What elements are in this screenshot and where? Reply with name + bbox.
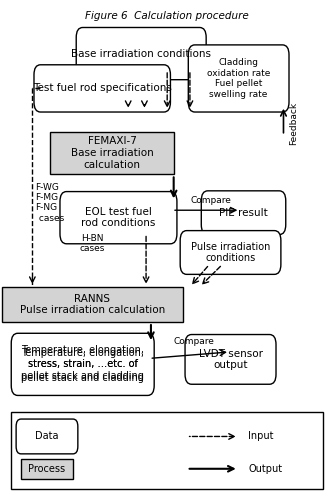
- Text: Feedback: Feedback: [289, 102, 298, 145]
- Text: Compare: Compare: [191, 196, 231, 205]
- Text: Compare: Compare: [174, 337, 214, 346]
- FancyBboxPatch shape: [180, 230, 281, 274]
- Text: Temperature, elongation,
stress, strain, …etc. of
pellet stack and cladding: Temperature, elongation, stress, strain,…: [21, 348, 144, 381]
- Text: Base irradiation conditions: Base irradiation conditions: [71, 48, 211, 58]
- FancyBboxPatch shape: [76, 28, 206, 80]
- Text: Pulse irradiation
conditions: Pulse irradiation conditions: [191, 242, 270, 264]
- Text: Figure 6  Calculation procedure: Figure 6 Calculation procedure: [85, 12, 249, 22]
- Text: Test fuel rod specifications: Test fuel rod specifications: [33, 84, 172, 94]
- Text: stress, strain, …etc. of: stress, strain, …etc. of: [28, 360, 138, 370]
- FancyBboxPatch shape: [60, 192, 177, 244]
- Text: Output: Output: [248, 464, 283, 474]
- Text: FEMAXI-7
Base irradiation
calculation: FEMAXI-7 Base irradiation calculation: [71, 136, 153, 170]
- FancyBboxPatch shape: [185, 334, 276, 384]
- FancyBboxPatch shape: [11, 334, 154, 396]
- Text: Temperature, elongation,: Temperature, elongation,: [21, 346, 144, 356]
- FancyBboxPatch shape: [188, 45, 289, 112]
- FancyBboxPatch shape: [50, 132, 174, 174]
- Text: F-WG
F-MG
F-NG
 cases: F-WG F-MG F-NG cases: [36, 182, 64, 223]
- Text: Input: Input: [248, 432, 274, 442]
- Text: LVDT sensor
output: LVDT sensor output: [199, 348, 262, 370]
- Text: RANNS
Pulse irradiation calculation: RANNS Pulse irradiation calculation: [20, 294, 165, 316]
- FancyBboxPatch shape: [16, 419, 78, 454]
- Text: Cladding
oxidation rate
Fuel pellet
swelling rate: Cladding oxidation rate Fuel pellet swel…: [207, 58, 270, 98]
- FancyBboxPatch shape: [201, 191, 286, 234]
- Text: pellet stack and cladding: pellet stack and cladding: [21, 374, 144, 384]
- FancyBboxPatch shape: [21, 459, 73, 478]
- FancyBboxPatch shape: [2, 288, 183, 322]
- Text: EOL test fuel
rod conditions: EOL test fuel rod conditions: [81, 207, 156, 229]
- Text: Data: Data: [35, 432, 59, 442]
- Text: H-BN
cases: H-BN cases: [80, 234, 105, 253]
- Text: PIE result: PIE result: [219, 208, 268, 218]
- Text: Process: Process: [28, 464, 66, 474]
- FancyBboxPatch shape: [34, 65, 170, 112]
- FancyBboxPatch shape: [11, 412, 323, 488]
